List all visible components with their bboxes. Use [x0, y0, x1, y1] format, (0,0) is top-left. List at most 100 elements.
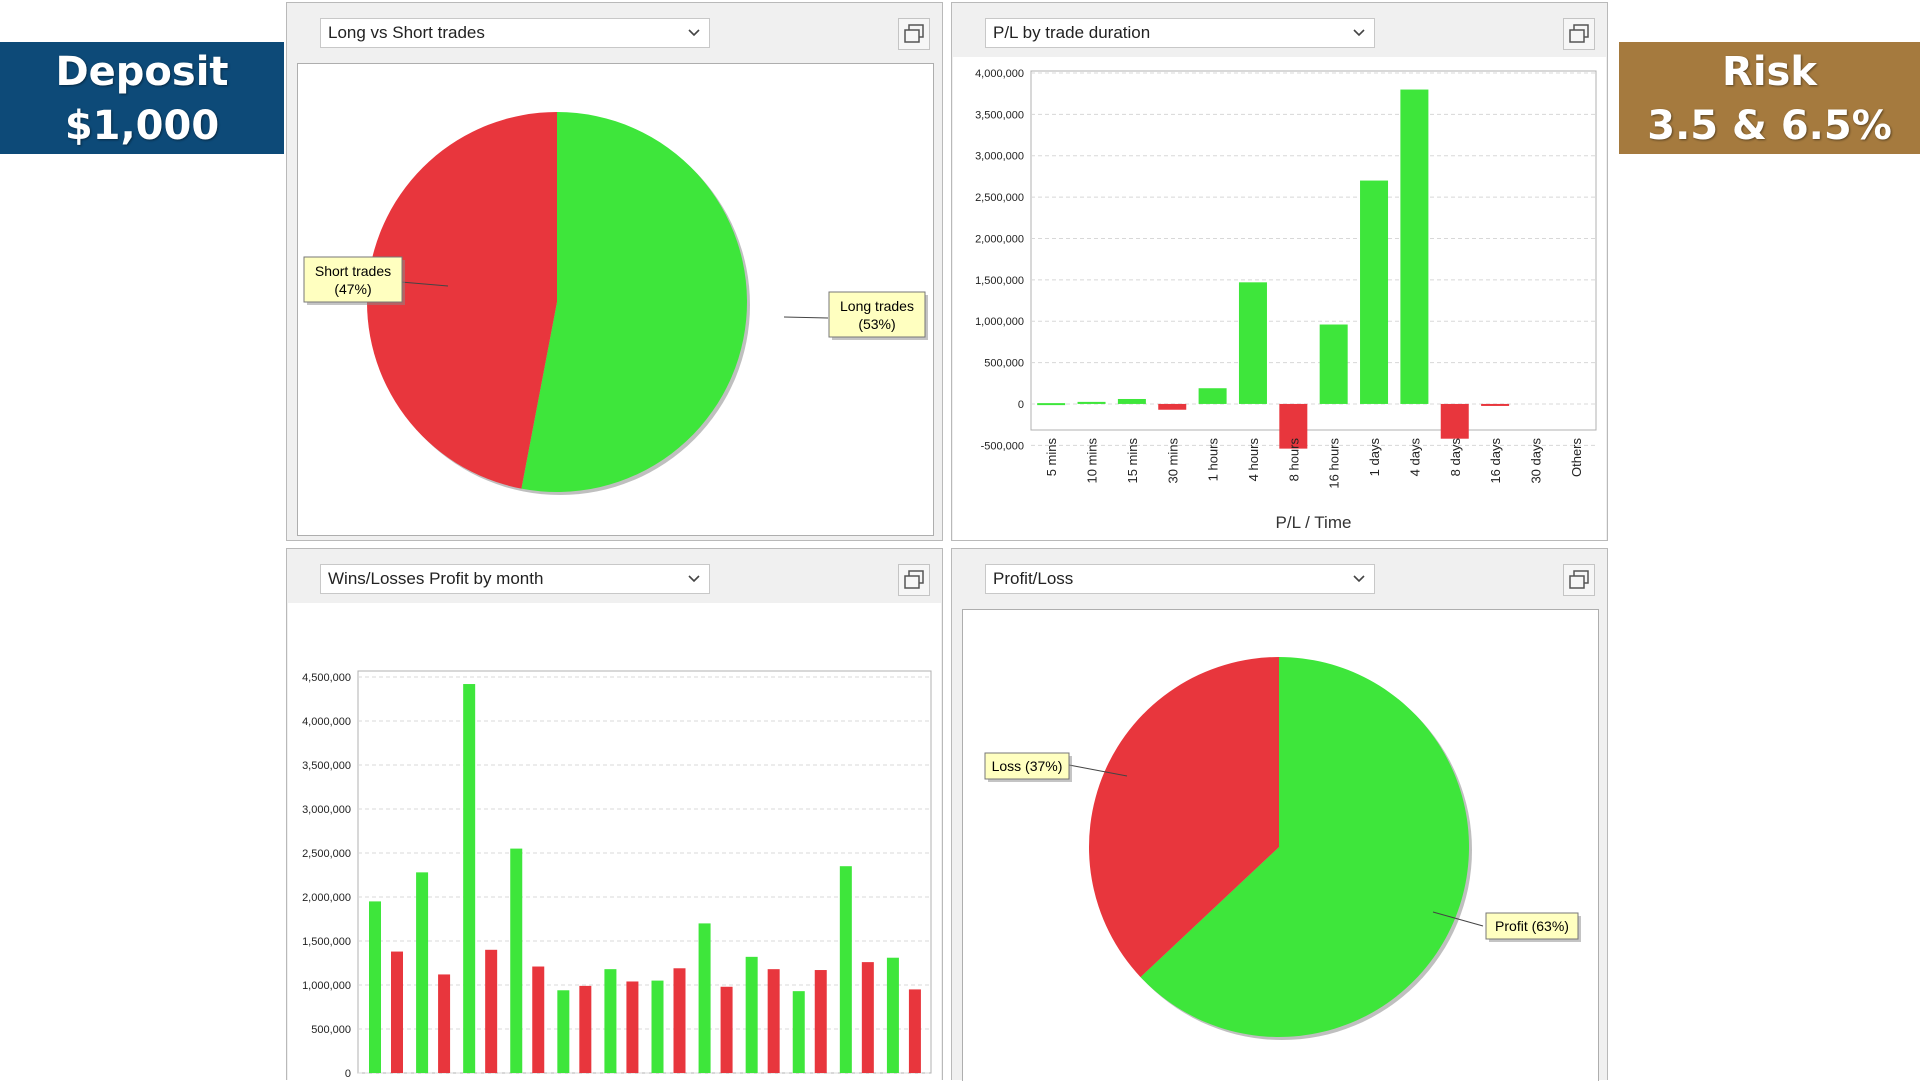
long-short-pie-chart: Short trades (47%) Long trades (53%)	[303, 112, 928, 495]
bar-4-days	[1400, 89, 1429, 404]
pie-slice-long	[521, 112, 748, 492]
y-tick-label: 4,500,000	[302, 672, 351, 684]
plot-area	[1030, 70, 1597, 431]
y-tick-label: 1,500,000	[302, 936, 351, 948]
chart-type-select[interactable]: Profit/Loss	[985, 564, 1375, 594]
bar-losses-may	[579, 985, 592, 1073]
y-tick-label: 0	[1018, 399, 1024, 411]
chevron-down-icon	[688, 29, 700, 37]
monthly-panel: Wins/Losses Profit by month 4,500,000 4,0…	[286, 548, 943, 1081]
profit-loss-panel: Profit/Loss Loss (37%) Profit (63%)	[951, 548, 1608, 1081]
x-tick-label: 5 mins	[1044, 438, 1059, 477]
restore-window-icon	[904, 570, 924, 589]
panel-header: Long vs Short trades	[287, 3, 942, 57]
bar-30-mins	[1158, 403, 1187, 410]
bar-losses-jul	[673, 968, 686, 1073]
chart-area: 4,500,000 4,000,000 3,500,000 3,000,000 2,50…	[288, 603, 941, 1081]
bar-1-hours	[1198, 388, 1227, 404]
x-tick-label: 1 hours	[1206, 438, 1221, 482]
chart-type-select[interactable]: Wins/Losses Profit by month	[320, 564, 710, 594]
y-tick-label: 1,000,000	[302, 980, 351, 992]
y-tick-label: -500,000	[981, 440, 1024, 452]
chevron-down-icon	[688, 575, 700, 583]
plot-area	[357, 670, 932, 1074]
bar-losses-apr	[532, 966, 545, 1073]
deposit-badge: Deposit $1,000	[0, 42, 284, 154]
callout-line-short	[400, 281, 449, 287]
bar-wins-jan	[369, 901, 381, 1073]
restore-window-icon	[1569, 570, 1589, 589]
x-axis-title: P/L / Time	[1276, 513, 1352, 532]
callout-label: Long trades	[840, 298, 914, 314]
y-tick-label: 2,500,000	[302, 848, 351, 860]
callout-label: Profit (63%)	[1495, 918, 1569, 934]
callout-line-loss	[1068, 764, 1128, 777]
y-tick-label: 4,000,000	[975, 68, 1024, 80]
bar-wins-dec	[886, 957, 899, 1073]
callout-percent: (53%)	[858, 316, 895, 332]
x-tick-label: Others	[1569, 438, 1584, 478]
y-tick-label: 1,500,000	[975, 275, 1024, 287]
pie-slice-loss	[1089, 657, 1279, 978]
bar-losses-oct	[814, 970, 827, 1073]
x-tick-label: 8 hours	[1286, 438, 1301, 482]
bar-5-mins	[1037, 403, 1066, 406]
x-tick-label: 4 days	[1407, 438, 1422, 477]
maximize-button[interactable]	[1563, 18, 1595, 50]
select-value: Long vs Short trades	[328, 23, 485, 42]
bar-wins-sep	[745, 956, 758, 1073]
bar-1-days	[1360, 180, 1389, 404]
callout-percent: (47%)	[334, 281, 371, 297]
x-tick-label: 15 mins	[1125, 438, 1140, 484]
bar-wins-jul	[651, 980, 664, 1073]
y-tick-label: 2,000,000	[975, 233, 1024, 245]
x-tick-label: 30 mins	[1165, 438, 1180, 484]
callout-bg	[828, 291, 926, 338]
y-tick-label: 3,500,000	[302, 760, 351, 772]
panel-header: P/L by trade duration	[952, 3, 1607, 57]
bar-16-hours	[1319, 324, 1348, 404]
bar-wins-oct	[792, 991, 805, 1073]
callout-short: Short trades (47%)	[303, 256, 405, 305]
bar-wins-nov	[839, 866, 852, 1073]
callout-label: Loss (37%)	[992, 758, 1063, 774]
maximize-button[interactable]	[898, 564, 930, 596]
risk-badge: Risk 3.5 & 6.5%	[1619, 42, 1920, 154]
panel-header: Profit/Loss	[952, 549, 1607, 603]
x-tick-label: 1 days	[1367, 438, 1382, 477]
risk-title: Risk	[1722, 49, 1817, 95]
chevron-down-icon	[1353, 575, 1365, 583]
risk-value: 3.5 & 6.5%	[1647, 103, 1892, 149]
bar-wins-feb	[416, 872, 429, 1073]
callout-line-long	[783, 316, 829, 319]
bar-wins-apr	[510, 848, 523, 1073]
x-tick-label: 8 days	[1448, 438, 1463, 477]
bar-wins-may	[557, 990, 570, 1073]
y-tick-label: 3,000,000	[302, 804, 351, 816]
select-value: P/L by trade duration	[993, 23, 1151, 42]
bar-losses-dec	[908, 989, 921, 1073]
long-short-panel: Long vs Short trades Short trades (47%) …	[286, 2, 943, 541]
bar-wins-jun	[604, 969, 617, 1073]
bar-16-days	[1481, 403, 1510, 406]
chart-area: 4,000,000 3,500,000 3,000,000 2,500,000 2,00…	[953, 57, 1606, 540]
pie-slice-short	[367, 112, 557, 489]
maximize-button[interactable]	[1563, 564, 1595, 596]
bar-losses-feb	[438, 974, 451, 1073]
y-tick-label: 1,000,000	[975, 316, 1024, 328]
maximize-button[interactable]	[898, 18, 930, 50]
y-tick-label: 0	[345, 1068, 351, 1080]
bar-losses-sep	[767, 969, 780, 1073]
chart-type-select[interactable]: Long vs Short trades	[320, 18, 710, 48]
bar-10-mins	[1077, 401, 1106, 404]
x-tick-label: 10 mins	[1085, 438, 1100, 484]
y-tick-label: 500,000	[984, 358, 1024, 370]
callout-bg	[303, 256, 403, 303]
bar-4-hours	[1238, 282, 1267, 404]
callout-profit: Profit (63%)	[1485, 912, 1581, 942]
chart-area: Short trades (47%) Long trades (53%)	[297, 63, 934, 536]
chart-type-select[interactable]: P/L by trade duration	[985, 18, 1375, 48]
y-tick-label: 500,000	[311, 1024, 351, 1036]
chevron-down-icon	[1353, 29, 1365, 37]
callout-line-profit	[1432, 911, 1484, 927]
